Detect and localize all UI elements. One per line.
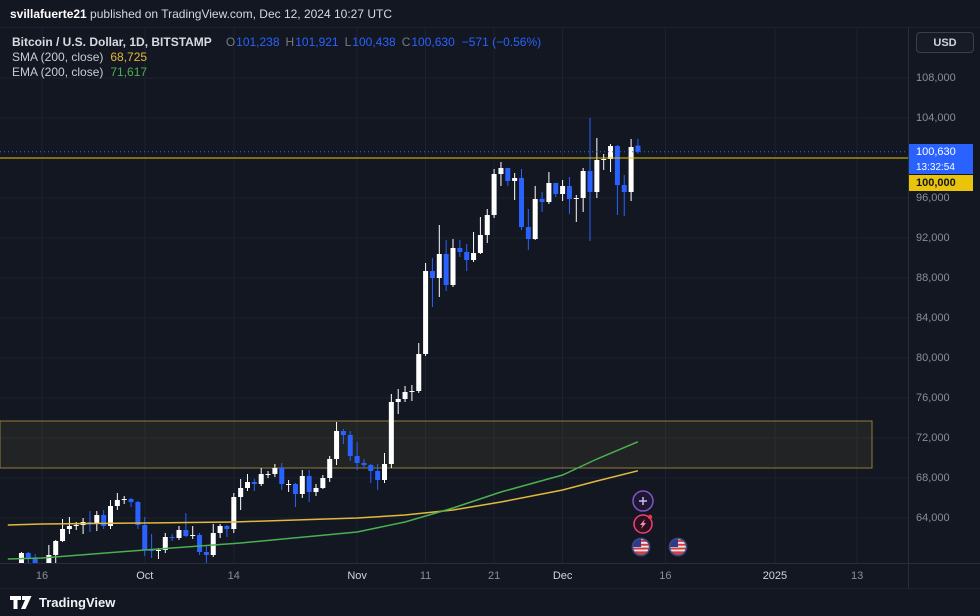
price-tick-label: 76,000	[916, 392, 950, 404]
price-tick-label: 104,000	[916, 112, 956, 124]
us-flag-event-icon[interactable]	[668, 537, 688, 557]
last-price-tag: 100,630	[909, 144, 973, 161]
event-lightning-icon[interactable]	[633, 514, 653, 534]
open-value: 101,238	[236, 34, 280, 49]
us-flag-event-icon[interactable]	[631, 537, 651, 557]
tradingview-logo-icon[interactable]	[10, 595, 32, 610]
high-label: H	[285, 34, 295, 49]
symbol-title[interactable]: Bitcoin / U.S. Dollar, 1D, BITSTAMP	[12, 34, 212, 49]
time-tick-label: 2025	[762, 570, 788, 582]
time-tick-label: 14	[227, 570, 240, 582]
price-tick-label: 108,000	[916, 72, 956, 84]
time-tick-label: Dec	[552, 570, 573, 582]
time-tick-label: 13	[851, 570, 864, 582]
price-tick-label: 84,000	[916, 312, 950, 324]
publish-info-text: published on TradingView.com, Dec 12, 20…	[86, 6, 393, 21]
close-label: C	[401, 34, 411, 49]
change-value: −571 (−0.56%)	[461, 34, 542, 49]
time-tick-label: 16	[659, 570, 672, 582]
low-label: L	[344, 34, 352, 49]
time-axis[interactable]: 16 Oct 14 Nov 11 21 Dec 16 2025 13	[0, 563, 908, 588]
publish-header: svillafuerte21 published on TradingView.…	[0, 0, 980, 28]
chart-legend: Bitcoin / U.S. Dollar, 1D, BITSTAMP O 101…	[12, 34, 541, 79]
time-tick-label: 16	[35, 570, 49, 582]
candlestick-chart[interactable]	[0, 28, 908, 563]
currency-toggle-usd[interactable]: USD	[916, 32, 974, 53]
symbol-legend-row[interactable]: Bitcoin / U.S. Dollar, 1D, BITSTAMP O 101…	[12, 34, 541, 49]
price-tick-label: 64,000	[916, 512, 950, 524]
axis-corner	[908, 563, 980, 588]
open-label: O	[225, 34, 236, 49]
add-marker-icon[interactable]	[632, 490, 654, 512]
chart-plot-area[interactable]	[0, 28, 908, 563]
high-value: 101,921	[295, 34, 339, 49]
ema-label[interactable]: EMA (200, close)	[12, 64, 104, 79]
price-level-tag-100k: 100,000	[909, 175, 973, 191]
price-tick-label: 92,000	[916, 232, 950, 244]
sma-legend-row[interactable]: SMA (200, close) 68,725	[12, 49, 541, 64]
price-tick-label: 68,000	[916, 472, 950, 484]
ema-legend-row[interactable]: EMA (200, close) 71,617	[12, 64, 541, 79]
sma-value: 68,725	[110, 49, 148, 64]
ema-value: 71,617	[110, 64, 148, 79]
sma-label[interactable]: SMA (200, close)	[12, 49, 104, 64]
publisher-username[interactable]: svillafuerte21	[10, 6, 87, 21]
time-tick-label: Nov	[347, 570, 367, 582]
time-tick-label: 11	[419, 570, 432, 582]
tradingview-brand-text[interactable]: TradingView	[39, 595, 116, 610]
price-tick-label: 80,000	[916, 352, 950, 364]
footer-bar: TradingView	[0, 588, 980, 616]
time-tick-label: Oct	[136, 570, 154, 582]
price-tick-label: 88,000	[916, 272, 950, 284]
close-value: 100,630	[411, 34, 455, 49]
time-tick-label: 21	[487, 570, 501, 582]
price-tick-label: 96,000	[916, 192, 950, 204]
price-tick-label: 72,000	[916, 432, 950, 444]
low-value: 100,438	[352, 34, 396, 49]
bar-close-countdown: 13:32:54	[909, 161, 973, 174]
